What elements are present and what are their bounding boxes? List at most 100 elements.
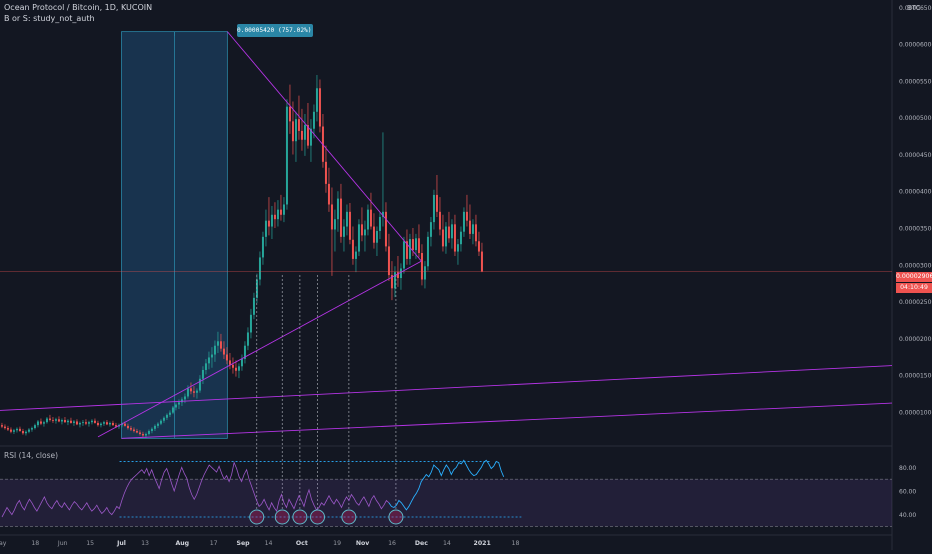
candle-body [285, 106, 288, 205]
candle-body [87, 422, 90, 424]
candle-body [303, 125, 306, 140]
candle-body [18, 428, 21, 432]
candle-body [234, 367, 237, 371]
rsi-low-circle [274, 509, 290, 525]
candle-body [360, 224, 363, 236]
candle-body [402, 241, 405, 269]
candle-body [48, 418, 51, 420]
candle-body [315, 88, 318, 112]
candle-body [153, 425, 156, 429]
time-tick-label: Oct [296, 540, 308, 547]
study-label[interactable]: B or S: study_not_auth [4, 14, 95, 23]
candle-body [357, 224, 360, 252]
candle-body [63, 419, 66, 423]
candle-body [57, 419, 60, 422]
candle-body [309, 128, 312, 146]
candle-body [450, 224, 453, 239]
time-tick-label: 19 [333, 540, 341, 547]
candle-body [453, 224, 456, 252]
measure-label: 0.00005420 (757.02%) 5420 [237, 24, 313, 37]
candle-body [27, 429, 30, 432]
candle-body [156, 423, 159, 426]
candle-body [24, 431, 27, 434]
candle-body [123, 423, 126, 426]
candle-body [252, 297, 255, 315]
candle-body [264, 220, 267, 237]
time-axis[interactable]: May 18 Jun 15 Jul 13 Aug 17 Sep 14 Oct 19 Nov 16 Dec 14… [0, 540, 519, 547]
time-tick-label: 13 [141, 540, 149, 547]
candle-body [189, 388, 192, 392]
candle-body [324, 161, 327, 184]
candle-body [243, 345, 246, 359]
candle-body [207, 357, 210, 364]
price-tick-label: 0.00005000 [899, 115, 932, 122]
candle-body [342, 226, 345, 237]
candle-body [441, 229, 444, 247]
rsi-band [0, 479, 892, 527]
rsi-low-circle [388, 509, 404, 525]
grid [0, 0, 893, 550]
time-tick-label: 18 [31, 540, 39, 547]
price-tick-label: 0.00004500 [899, 152, 932, 159]
candle-body [93, 420, 96, 423]
candle-body [456, 244, 459, 252]
candle-body [78, 422, 81, 425]
candle-body [21, 431, 24, 434]
candle-body [183, 396, 186, 400]
candle-body [300, 130, 303, 140]
candle-body [291, 121, 294, 142]
time-tick-label: Jul [116, 540, 126, 547]
candle-body [96, 422, 99, 426]
candle-body [294, 119, 297, 142]
candle-body [51, 419, 54, 421]
candle-body [390, 275, 393, 289]
candle-body [174, 404, 177, 408]
time-tick-label: 14 [265, 540, 273, 547]
price-axis[interactable]: 0.00006500 0.00006000 0.00005500 0.00005000… [899, 5, 932, 519]
candle-body [195, 390, 198, 393]
currency-label: BTC [907, 4, 921, 12]
candle-body [417, 238, 420, 254]
candle-body [213, 345, 216, 355]
candle-body [84, 422, 87, 424]
triangle-upper-line [227, 31, 422, 262]
candle-body [126, 425, 129, 429]
rsi-line-recent [388, 459, 505, 511]
candle-body [111, 422, 114, 426]
candle-body [129, 428, 132, 430]
candle-body [438, 211, 441, 230]
price-tick-label: 0.00006500 [899, 5, 932, 12]
time-tick-label: 16 [388, 540, 396, 547]
channel-upper-line [0, 365, 893, 411]
candle-body [36, 421, 39, 426]
time-tick-label: 18 [512, 540, 520, 547]
measure-box[interactable] [121, 31, 228, 439]
candle-body [6, 428, 9, 430]
candle-body [381, 211, 384, 217]
candle-body [399, 268, 402, 279]
candle-body [30, 428, 33, 430]
time-tick-label: 14 [443, 540, 451, 547]
candle-body [288, 106, 291, 122]
time-tick-label: Jun [57, 540, 68, 547]
symbol-title[interactable]: Ocean Protocol / Bitcoin, 1D, KUCOIN [4, 3, 153, 12]
candle-body [282, 204, 285, 215]
candle-body [429, 222, 432, 237]
rsi-title[interactable]: RSI (14, close) [4, 451, 59, 460]
candle-body [468, 220, 471, 234]
bar-countdown: 04:10:49 [896, 283, 932, 293]
candle-body [141, 433, 144, 436]
triangle-lower-line [97, 260, 422, 438]
candle-body [120, 423, 123, 426]
rsi-low-circle [310, 509, 326, 525]
candle-body [327, 183, 330, 205]
time-tick-label: Nov [356, 540, 369, 547]
candle-body [273, 214, 276, 220]
trendline-drawings[interactable] [0, 31, 893, 511]
candle-body [3, 426, 6, 429]
candle-body [99, 423, 102, 426]
price-tick-label: 0.00004000 [899, 189, 932, 196]
candle-body [159, 420, 162, 424]
candle-body [105, 422, 108, 425]
